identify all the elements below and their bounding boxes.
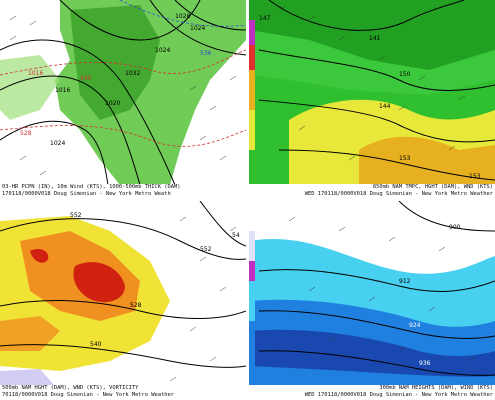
contour-label: 144 [379,103,391,110]
caption-line: 170118/0000V018 Doug Simonian - New York… [2,190,171,197]
caption-line: 03-HR PCPN (IN), 10m Wind (KTS), 1000-50… [2,184,181,190]
contour-label: 1028 [175,13,190,20]
contour-label: 552 [70,212,82,219]
contour-label: 528 [130,302,142,309]
panel-caption: 850mb NAM TMPC, HGHT (DAM), WND (KTS) WE… [249,184,495,199]
precip-map: 1028 1024 1032 1020 1016 1016 1024 540 5… [0,0,246,199]
caption-line: WED 170118/0000V018 Doug Simonian - New … [304,190,493,197]
contour-label: 1016 [55,87,70,94]
contour-label: 536 [200,50,212,57]
contour-label: 1024 [50,140,65,147]
map-panel-precip: 1028 1024 1032 1020 1016 1016 1024 540 5… [0,0,246,199]
map-panel-850mb: 147 150 141 144 153 153 850mb NAM TMPC, … [249,0,495,199]
contour-label: 912 [399,278,411,285]
caption-line: WED 170118/0000V018 Doug Simonian - New … [304,391,493,398]
contour-label: 936 [419,360,431,367]
contour-label: 150 [399,71,411,78]
contour-label: 1016 [28,70,43,77]
contour-label: 153 [399,155,411,162]
contour-label: 924 [409,322,421,329]
temp850-map: 147 150 141 144 153 153 [249,0,495,199]
contour-label: 900 [449,224,461,231]
caption-line: 500mb NAM HGHT (DAM), WND (KTS), VORTICI… [2,385,139,391]
contour-label: 141 [369,35,381,42]
contour-label: 540 [90,341,102,348]
vort500-map: 552 552 528 540 54 [0,201,246,400]
contour-label: 1024 [190,25,205,32]
panel-caption: 03-HR PCPN (IN), 10m Wind (KTS), 1000-50… [0,184,246,199]
caption-line: 300mb NAM HEIGHTS (DAM), WIND (KTS) [379,385,493,391]
jet300-map: 900 912 924 936 [249,201,495,400]
contour-label: 54 [232,232,240,239]
contour-label: 147 [259,15,271,22]
contour-label: 528 [20,130,32,137]
map-panel-500mb: 552 552 528 540 54 500mb NAM HGHT (DAM),… [0,201,246,400]
contour-label: 540 [80,75,92,82]
caption-line: 850mb NAM TMPC, HGHT (DAM), WND (KTS) [372,184,493,190]
contour-label: 1020 [105,100,120,107]
contour-label: 153 [469,173,481,180]
panel-caption: 300mb NAM HEIGHTS (DAM), WIND (KTS) WED … [249,385,495,400]
panel-caption: 500mb NAM HGHT (DAM), WND (KTS), VORTICI… [0,385,246,400]
contour-label: 1032 [125,70,140,77]
contour-label: 1024 [155,47,170,54]
map-panel-300mb: 900 912 924 936 300mb NAM HEIGHTS (DAM),… [249,201,495,400]
caption-line: 70118/0000V018 Doug Simonian - New York … [2,391,175,398]
contour-label: 552 [200,246,212,253]
